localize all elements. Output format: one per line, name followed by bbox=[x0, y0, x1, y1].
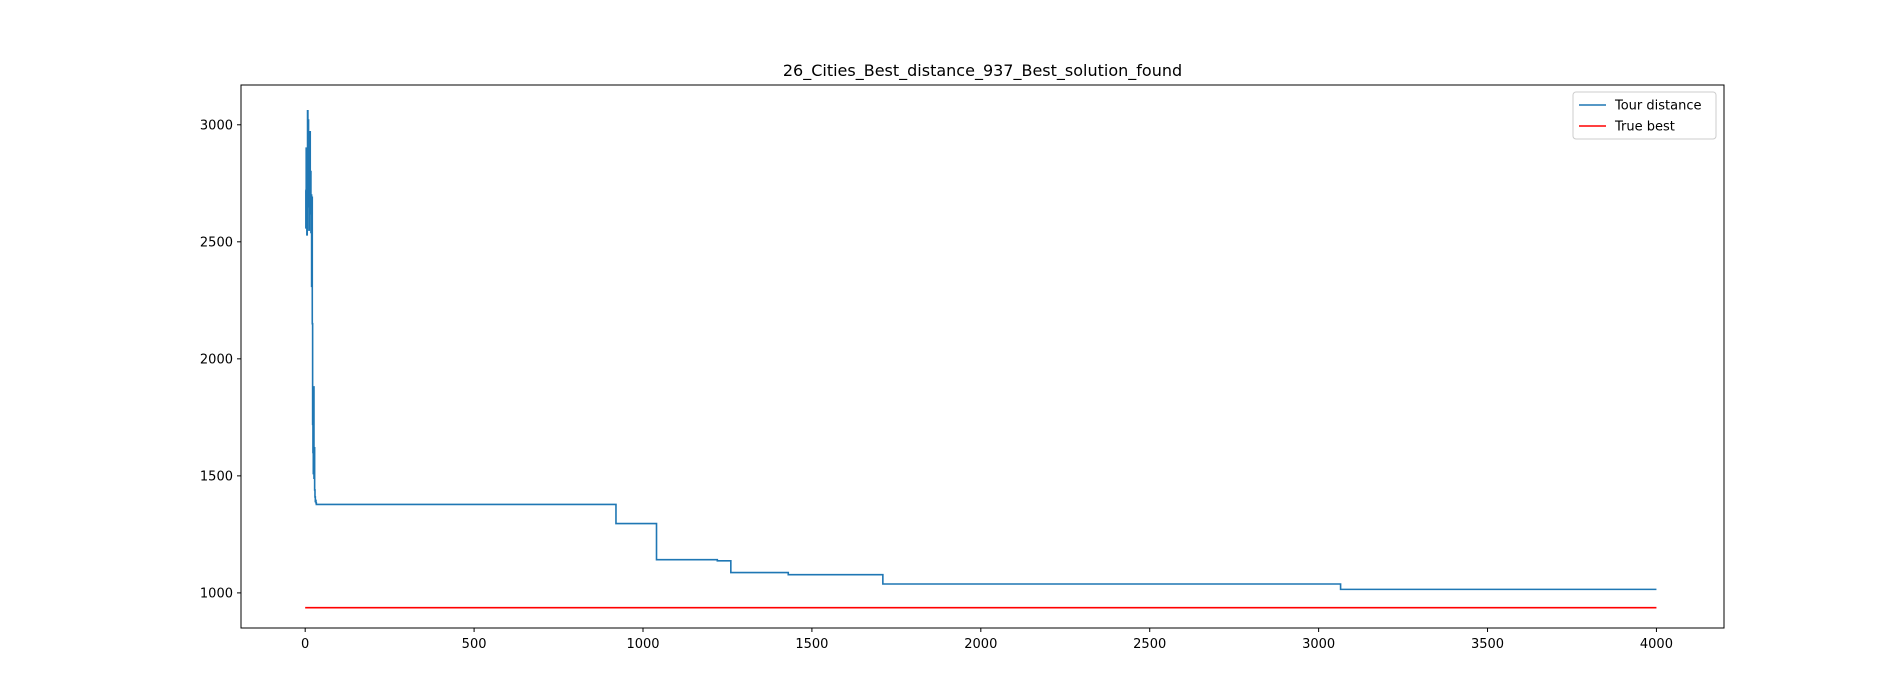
x-axis: 0 500 1000 1500 2000 2500 3000 3500 4000 bbox=[301, 628, 1673, 652]
y-tick-label: 1000 bbox=[200, 586, 233, 601]
x-tick-label: 3000 bbox=[1302, 637, 1335, 652]
x-tick-label: 500 bbox=[462, 637, 487, 652]
legend: Tour distance True best bbox=[1572, 91, 1717, 140]
y-tick-label: 3000 bbox=[200, 118, 233, 133]
series-line-1 bbox=[305, 109, 1657, 591]
y-axis: 1000 1500 2000 2500 3000 bbox=[200, 118, 241, 601]
x-tick-label: 3500 bbox=[1471, 637, 1504, 652]
legend-label-1: Tour distance bbox=[1614, 99, 1702, 114]
y-tick-label: 1500 bbox=[200, 469, 233, 484]
legend-label-2: True best bbox=[1614, 120, 1675, 135]
x-tick-label: 2500 bbox=[1133, 637, 1166, 652]
x-tick-label: 0 bbox=[301, 637, 309, 652]
legend-box bbox=[1572, 91, 1717, 140]
axes-frame bbox=[240, 84, 1725, 629]
x-tick-label: 1500 bbox=[795, 637, 828, 652]
plot-area bbox=[240, 84, 1725, 629]
x-tick-label: 4000 bbox=[1640, 637, 1673, 652]
y-tick-label: 2000 bbox=[200, 352, 233, 367]
x-tick-label: 1000 bbox=[626, 637, 659, 652]
x-tick-label: 2000 bbox=[964, 637, 997, 652]
y-tick-label: 2500 bbox=[200, 235, 233, 250]
chart-title: 26_Cities_Best_distance_937_Best_solutio… bbox=[783, 61, 1182, 81]
